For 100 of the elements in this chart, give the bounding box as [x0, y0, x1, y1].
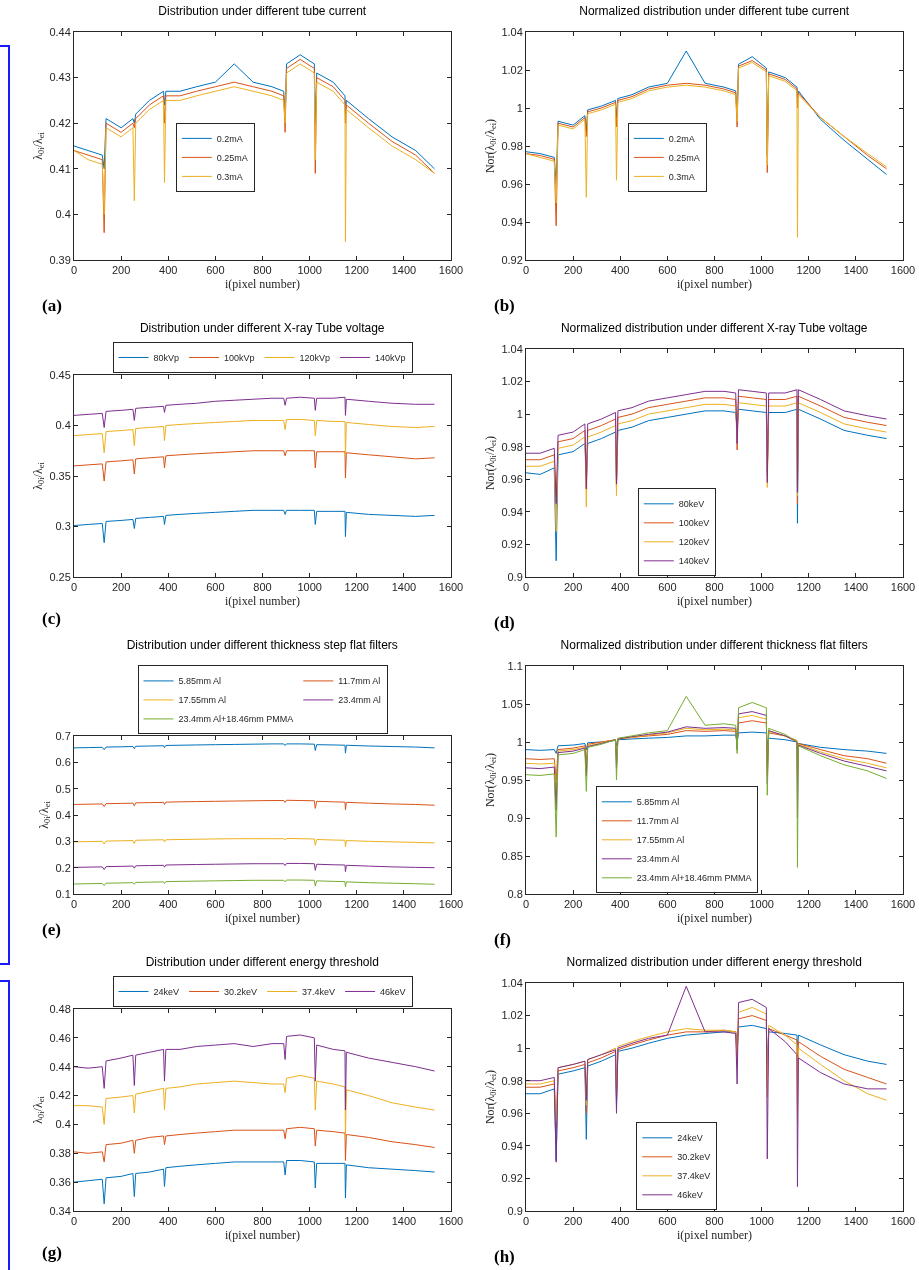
y-tick-label: 0.39 — [49, 253, 71, 266]
legend-label: 46keV — [677, 1190, 703, 1201]
chart-title: Normalized distribution under different thickness flat filters — [560, 638, 868, 653]
x-tick-label: 200 — [563, 898, 583, 911]
y-tick-label: 1.02 — [501, 375, 523, 388]
x-tick-label: 1000 — [749, 1215, 774, 1228]
x-tick-label: 200 — [563, 581, 583, 594]
y-tick-label: 1 — [516, 407, 523, 420]
x-tick-label: 1400 — [391, 581, 417, 594]
legend-label: 24keV — [153, 986, 180, 997]
y-tick-label: 1 — [516, 101, 523, 114]
legend-label: 80keV — [678, 499, 705, 510]
legend-label: 17.55mm Al — [636, 835, 685, 846]
legend-label: 100kVp — [224, 352, 255, 363]
x-tick-label: 800 — [253, 581, 272, 594]
x-tick-label: 200 — [111, 264, 131, 277]
x-tick-label: 200 — [563, 264, 583, 277]
y-tick-label: 1.02 — [501, 63, 523, 76]
y-tick-label: 1.04 — [501, 342, 523, 355]
legend-label: 23.4mm Al+18.46mm PMMA — [178, 714, 294, 725]
text: (g) — [42, 1243, 62, 1262]
y-tick-label: 0.98 — [501, 440, 523, 453]
y-tick-label: 0.6 — [55, 756, 71, 769]
x-tick-label: 1200 — [344, 1215, 369, 1228]
legend-label: 100keV — [678, 518, 710, 529]
x-tick-label: 1200 — [796, 264, 821, 277]
y-tick-label: 0.94 — [501, 505, 523, 518]
y-tick-label: 0.85 — [501, 849, 523, 862]
x-tick-label: 800 — [253, 898, 272, 911]
y-tick-label: 0.42 — [49, 1089, 71, 1102]
x-tick-label: 1000 — [297, 1215, 322, 1228]
y-tick-label: 0.34 — [49, 1204, 71, 1217]
x-tick-label: 200 — [111, 898, 131, 911]
y-tick-label: 0.94 — [501, 1139, 523, 1152]
y-tick-label: 0.96 — [501, 177, 523, 190]
x-tick-label: 600 — [206, 898, 225, 911]
legend-label: 0.2mA — [668, 133, 695, 144]
legend-label: 120keV — [678, 537, 710, 548]
text: (d) — [494, 613, 515, 632]
legend-label: 37.4keV — [677, 1171, 711, 1182]
chart-title: Normalized distribution under different energy threshold — [566, 955, 862, 970]
legend-label: 46keV — [380, 986, 406, 997]
legend-label: 0.2mA — [216, 133, 243, 144]
legend-label: 140kVp — [375, 352, 406, 363]
y-tick-label: 0.5 — [55, 782, 71, 795]
x-axis-title: i(pixel number) — [225, 911, 300, 926]
text: (b) — [494, 296, 515, 315]
x-tick-label: 1000 — [297, 898, 322, 911]
legend-label: 5.85mm Al — [178, 676, 222, 687]
legend-label: 23.4mm Al — [338, 695, 381, 706]
x-tick-label: 0 — [70, 898, 78, 911]
x-tick-label: 1600 — [890, 264, 916, 277]
y-tick-label: 0.3 — [55, 520, 71, 533]
y-tick-label: 0.44 — [49, 1060, 71, 1073]
chart-title: Distribution under different thickness step flat filters — [126, 638, 398, 653]
legend-label: 140keV — [678, 556, 710, 567]
y-tick-label: 0.2 — [55, 861, 71, 874]
legend-label: 37.4keV — [302, 986, 336, 997]
y-tick-label: 0.48 — [49, 1002, 71, 1015]
x-tick-label: 0 — [522, 264, 530, 277]
x-tick-label: 1000 — [749, 898, 774, 911]
x-tick-label: 1200 — [796, 1215, 821, 1228]
x-tick-label: 600 — [206, 264, 225, 277]
legend-label: 0.25mA — [668, 152, 700, 163]
x-axis-title: i(pixel number) — [225, 1228, 300, 1243]
x-tick-label: 800 — [705, 1215, 724, 1228]
chart-title: Normalized distribution under different X-ray Tube voltage — [560, 321, 868, 336]
x-tick-label: 1600 — [890, 1215, 916, 1228]
y-tick-label: 0.98 — [501, 139, 523, 152]
legend-label: 11.7mm Al — [338, 676, 381, 687]
y-tick-label: 1 — [516, 735, 523, 748]
x-axis-title: i(pixel number) — [677, 594, 752, 609]
x-tick-label: 400 — [611, 581, 630, 594]
x-tick-label: 0 — [70, 264, 78, 277]
x-tick-label: 0 — [522, 898, 530, 911]
x-tick-label: 200 — [111, 1215, 131, 1228]
y-tick-label: 0.41 — [49, 162, 71, 175]
x-tick-label: 1200 — [796, 581, 821, 594]
x-tick-label: 1400 — [843, 264, 869, 277]
chart-title: Distribution under different X-ray Tube voltage — [139, 321, 385, 336]
x-tick-label: 600 — [658, 581, 677, 594]
text: (a) — [42, 296, 62, 315]
x-tick-label: 1000 — [297, 581, 322, 594]
y-tick-label: 0.9 — [507, 811, 523, 824]
y-tick-label: 0.4 — [55, 419, 71, 432]
x-tick-label: 1400 — [843, 898, 869, 911]
y-tick-label: 0.45 — [49, 368, 71, 381]
legend-label: 23.4mm Al+18.46mm PMMA — [636, 873, 752, 884]
y-tick-label: 0.36 — [49, 1175, 71, 1188]
x-tick-label: 600 — [206, 1215, 225, 1228]
y-tick-label: 1.04 — [501, 25, 523, 38]
legend-label: 30.2keV — [677, 1152, 711, 1163]
legend-label: 0.25mA — [216, 152, 248, 163]
x-tick-label: 1600 — [438, 898, 464, 911]
y-tick-label: 0.96 — [501, 1107, 523, 1120]
legend-label: 120kVp — [299, 352, 331, 363]
text: (c) — [42, 609, 61, 628]
x-tick-label: 1400 — [391, 898, 417, 911]
x-tick-label: 400 — [611, 1215, 630, 1228]
y-tick-label: 0.43 — [49, 71, 71, 84]
